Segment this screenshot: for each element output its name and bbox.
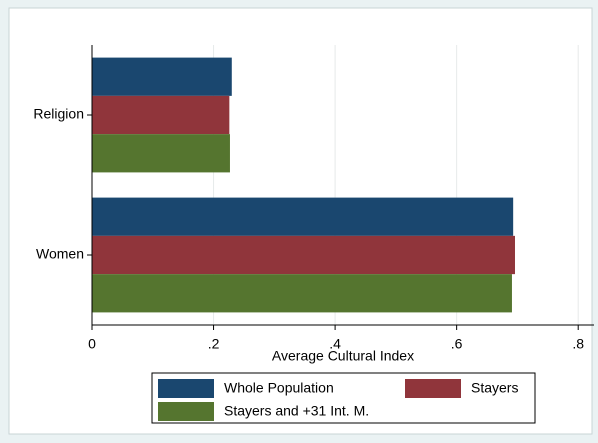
x-axis-title: Average Cultural Index xyxy=(272,348,414,364)
x-tick-label: .6 xyxy=(451,336,463,352)
bar xyxy=(92,57,232,96)
y-tick-label: Religion xyxy=(33,106,84,122)
x-tick-label: 0 xyxy=(88,336,96,352)
legend-swatch xyxy=(158,379,214,398)
bar xyxy=(92,134,230,173)
legend-label: Stayers and +31 Int. M. xyxy=(224,403,369,419)
bar xyxy=(92,197,514,236)
y-tick-label: Women xyxy=(36,246,84,262)
legend-swatch xyxy=(158,402,214,421)
legend-label: Stayers xyxy=(471,380,518,396)
x-tick-label: .4 xyxy=(329,336,341,352)
legend-box xyxy=(151,372,536,424)
bar xyxy=(92,235,515,275)
x-tick-label: .2 xyxy=(208,336,220,352)
bar xyxy=(92,274,512,313)
legend-swatch xyxy=(405,379,461,398)
x-tick-label: .8 xyxy=(572,336,584,352)
bar xyxy=(92,95,230,135)
legend-label: Whole Population xyxy=(224,380,334,396)
